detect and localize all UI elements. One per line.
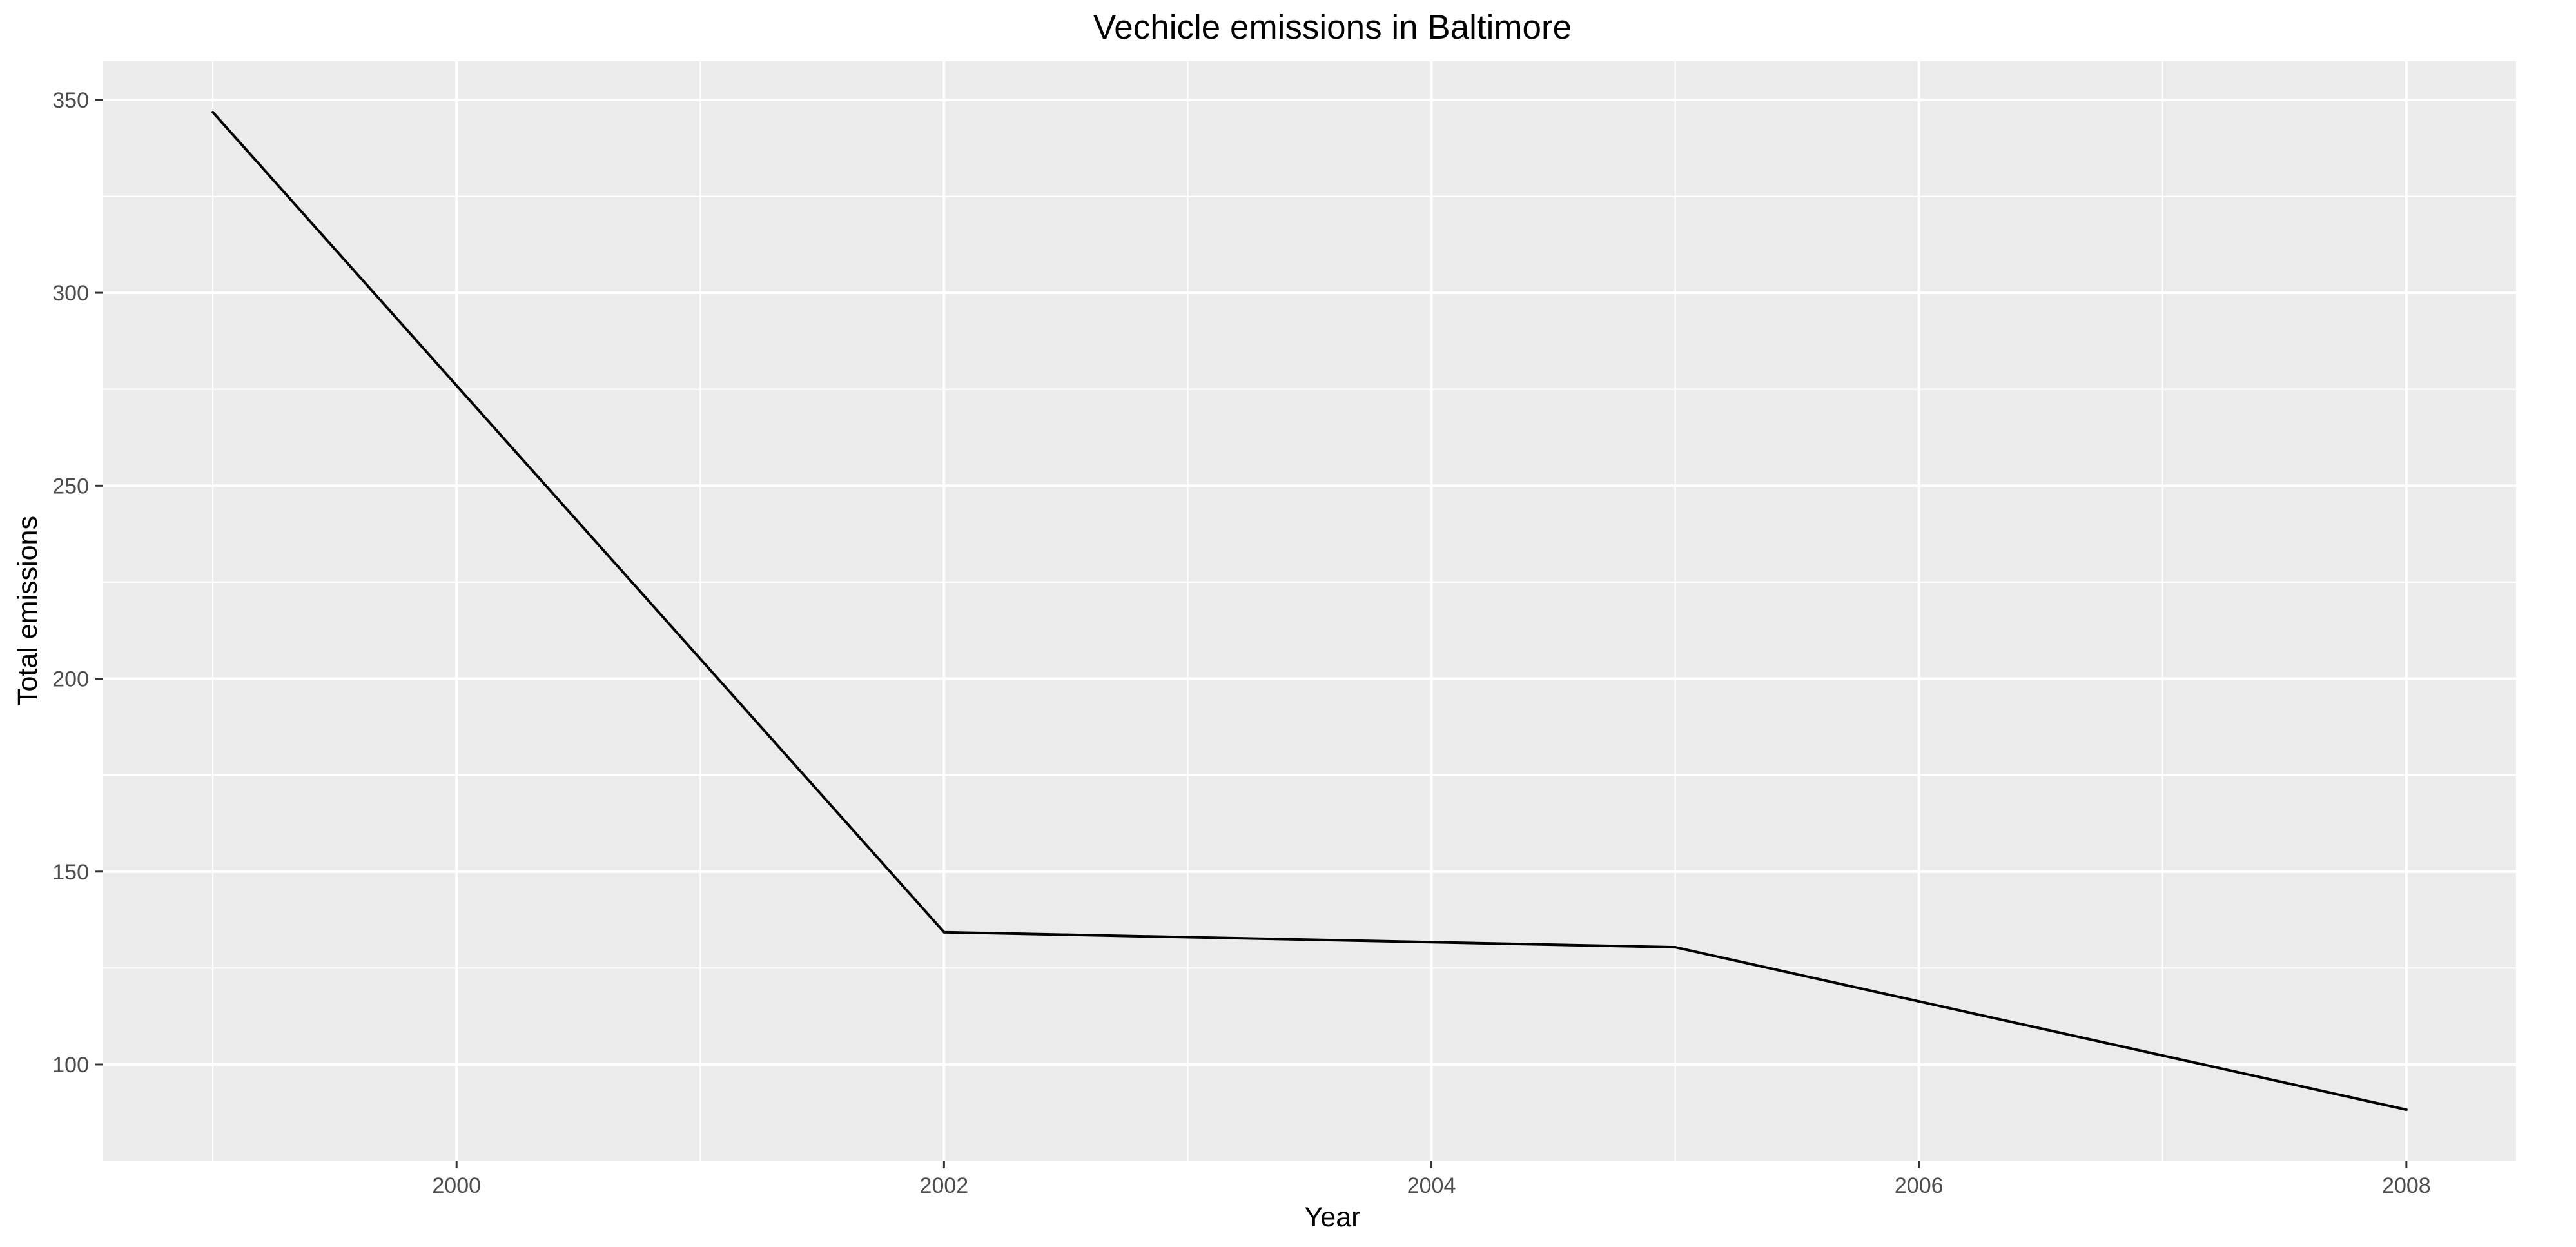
x-tick-label: 2006 <box>1895 1173 1944 1198</box>
data-point <box>1673 946 1677 949</box>
x-tick-label: 2000 <box>432 1173 481 1198</box>
x-tick-label: 2002 <box>920 1173 969 1198</box>
x-tick-label: 2004 <box>1407 1173 1456 1198</box>
y-tick-label: 150 <box>52 860 89 885</box>
y-tick-label: 200 <box>52 667 89 692</box>
y-tick-label: 350 <box>52 88 89 113</box>
y-tick-label: 100 <box>52 1053 89 1077</box>
plot-panel <box>103 61 2516 1161</box>
series-layer <box>211 110 2408 1112</box>
data-point <box>2405 1108 2408 1112</box>
y-axis: 100 150 200 250 300 350 <box>52 88 103 1077</box>
y-axis-title: Total emissions <box>12 516 43 705</box>
major-gridlines <box>103 61 2516 1161</box>
y-tick-label: 250 <box>52 474 89 498</box>
data-point <box>211 110 215 113</box>
x-axis: 2000 2002 2004 2006 2008 <box>432 1161 2431 1198</box>
minor-gridlines <box>103 61 2516 1161</box>
x-axis-title: Year <box>1305 1202 1361 1233</box>
x-tick-label: 2008 <box>2382 1173 2431 1198</box>
series-line <box>211 111 2407 1111</box>
chart-title: Vechicle emissions in Baltimore <box>1093 8 1572 46</box>
data-point <box>942 930 946 934</box>
y-tick-label: 300 <box>52 281 89 306</box>
